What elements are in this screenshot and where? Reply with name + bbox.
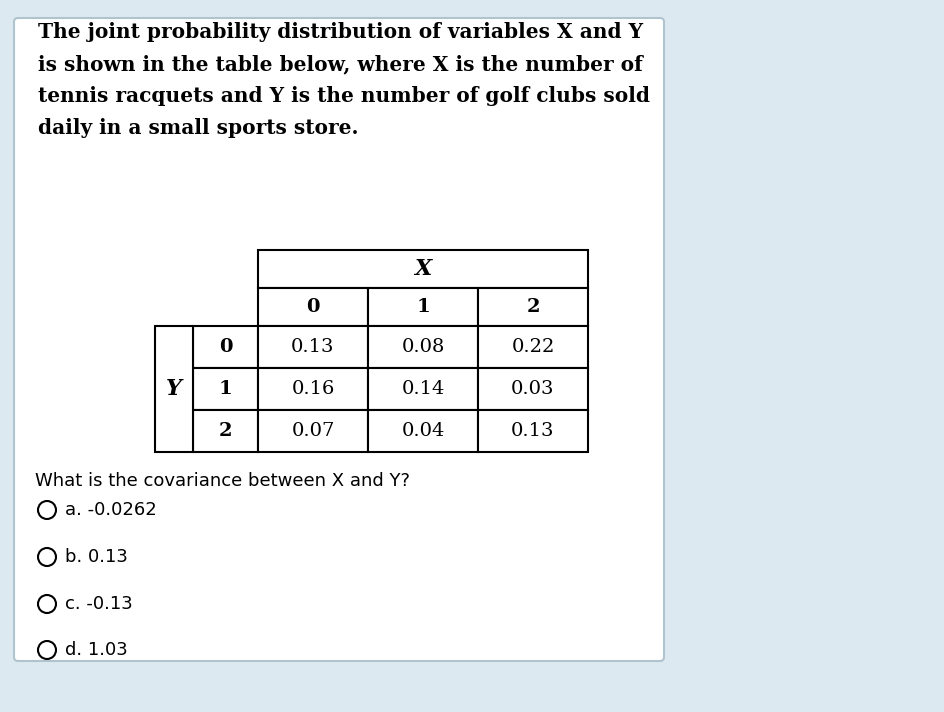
Bar	[193, 368, 258, 410]
Text: 0.14: 0.14	[401, 380, 445, 398]
Bar	[258, 326, 367, 368]
Bar	[478, 410, 587, 452]
Text: 0.16: 0.16	[291, 380, 334, 398]
FancyBboxPatch shape	[14, 18, 664, 661]
Text: X: X	[413, 258, 431, 280]
Bar	[478, 368, 587, 410]
Text: The joint probability distribution of variables X and Y: The joint probability distribution of va…	[38, 22, 643, 42]
Bar	[367, 288, 478, 326]
Text: d. 1.03: d. 1.03	[65, 641, 127, 659]
Bar	[258, 250, 587, 288]
Text: 0.04: 0.04	[401, 422, 445, 440]
Bar	[367, 326, 478, 368]
Text: 2: 2	[526, 298, 539, 316]
Bar	[367, 368, 478, 410]
Text: b. 0.13: b. 0.13	[65, 548, 127, 566]
Bar	[478, 326, 587, 368]
Text: Y: Y	[166, 378, 182, 400]
Text: 0.03: 0.03	[511, 380, 554, 398]
Bar	[193, 326, 258, 368]
Text: 0.08: 0.08	[401, 338, 445, 356]
Text: is shown in the table below, where X is the number of: is shown in the table below, where X is …	[38, 54, 642, 74]
Text: daily in a small sports store.: daily in a small sports store.	[38, 118, 358, 138]
Text: c. -0.13: c. -0.13	[65, 595, 132, 613]
Bar	[367, 410, 478, 452]
Text: 0.13: 0.13	[291, 338, 334, 356]
Text: 0: 0	[306, 298, 319, 316]
Text: 0.07: 0.07	[291, 422, 334, 440]
Bar	[258, 410, 367, 452]
Bar	[478, 288, 587, 326]
Text: a. -0.0262: a. -0.0262	[65, 501, 157, 519]
Text: 1: 1	[415, 298, 430, 316]
Text: 0.22: 0.22	[511, 338, 554, 356]
Bar	[193, 410, 258, 452]
Text: 1: 1	[218, 380, 232, 398]
Text: What is the covariance between X and Y?: What is the covariance between X and Y?	[35, 472, 410, 490]
Bar	[258, 288, 367, 326]
Text: 0.13: 0.13	[511, 422, 554, 440]
Bar	[155, 326, 193, 452]
Text: 2: 2	[218, 422, 232, 440]
Text: 0: 0	[218, 338, 232, 356]
Bar	[258, 368, 367, 410]
Text: tennis racquets and Y is the number of golf clubs sold: tennis racquets and Y is the number of g…	[38, 86, 649, 106]
